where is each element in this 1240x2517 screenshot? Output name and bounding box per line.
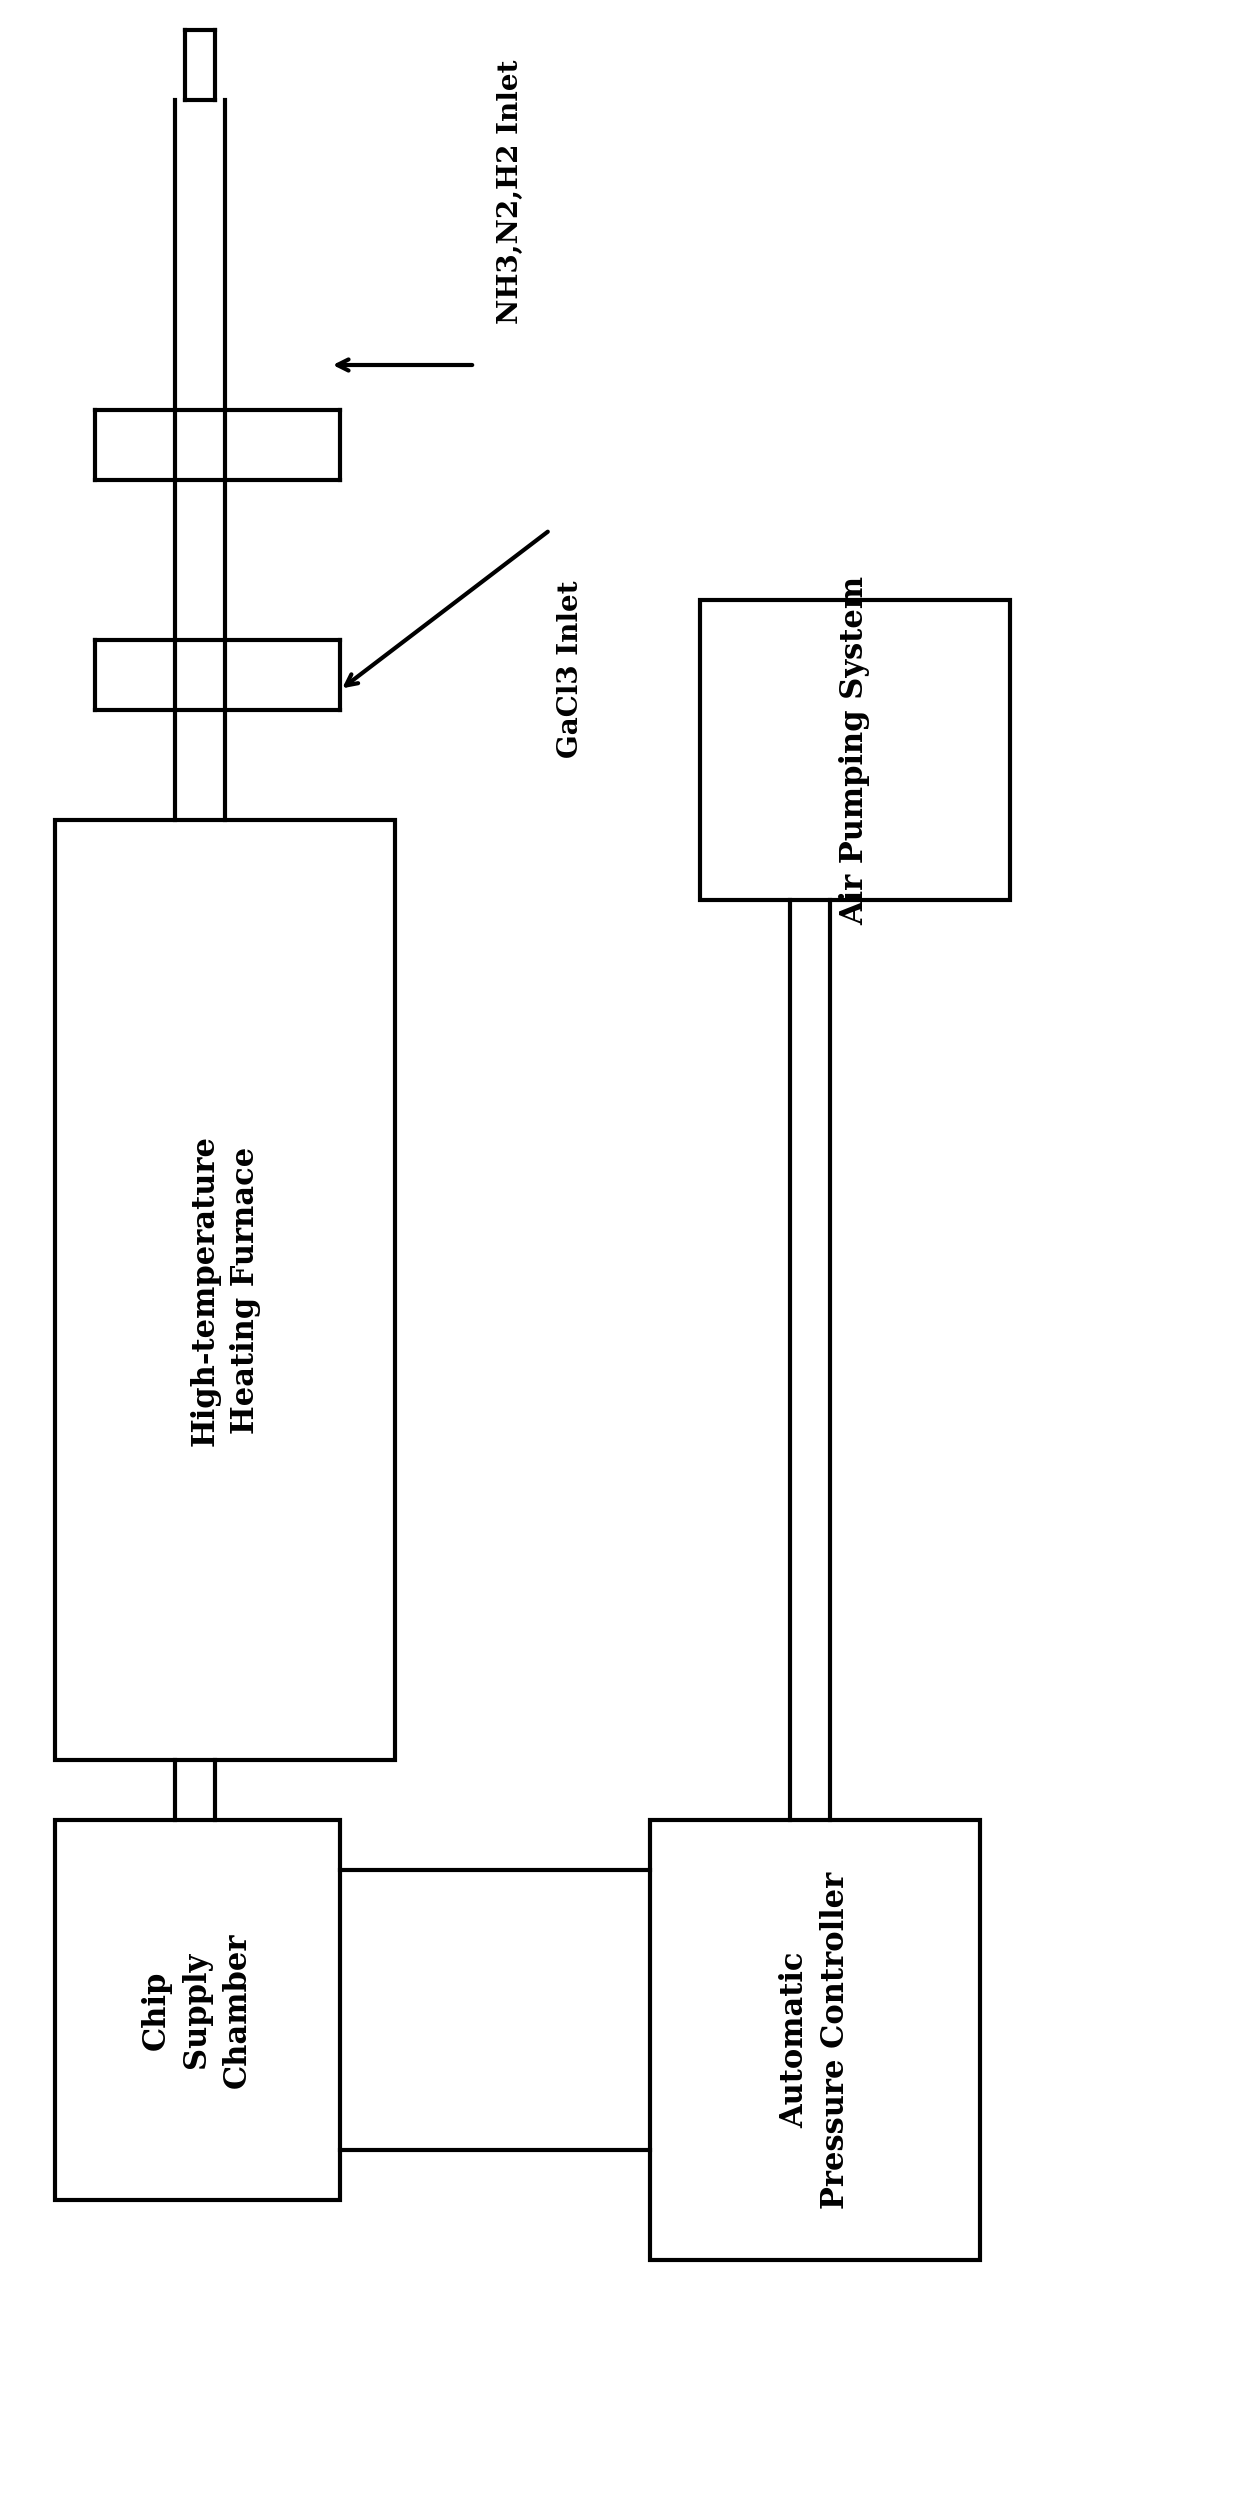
- Text: High-temperature
Heating Furnace: High-temperature Heating Furnace: [190, 1135, 260, 1445]
- Text: GaCl3 Inlet: GaCl3 Inlet: [557, 579, 584, 758]
- Bar: [55, 1820, 340, 2200]
- Text: Chip
Supply
Chamber: Chip Supply Chamber: [141, 1933, 253, 2087]
- Bar: [55, 821, 396, 1759]
- Bar: [701, 599, 1011, 901]
- Text: NH3,N2,H2 Inlet: NH3,N2,H2 Inlet: [496, 60, 523, 325]
- Text: Air Pumping System: Air Pumping System: [839, 576, 870, 924]
- Bar: [650, 1820, 980, 2260]
- Text: Automatic
Pressure Controller: Automatic Pressure Controller: [779, 1870, 851, 2207]
